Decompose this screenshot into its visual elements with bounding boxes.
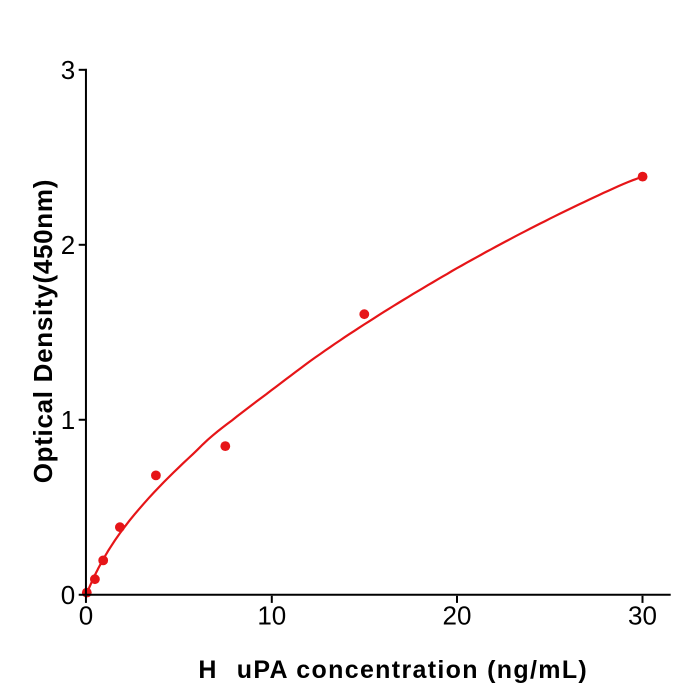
svg-text:Optical Density(450nm): Optical Density(450nm) — [28, 179, 58, 483]
svg-text:H: H — [198, 656, 216, 684]
svg-text:2: 2 — [61, 230, 75, 260]
svg-text:3: 3 — [61, 55, 75, 85]
svg-text:0: 0 — [79, 601, 93, 631]
svg-text:0: 0 — [61, 580, 75, 610]
svg-text:10: 10 — [257, 601, 286, 631]
svg-text:1: 1 — [61, 405, 75, 435]
svg-text:20: 20 — [443, 601, 472, 631]
svg-text:uPA concentration (ng/mL): uPA concentration (ng/mL) — [237, 656, 588, 684]
svg-text:30: 30 — [628, 601, 657, 631]
